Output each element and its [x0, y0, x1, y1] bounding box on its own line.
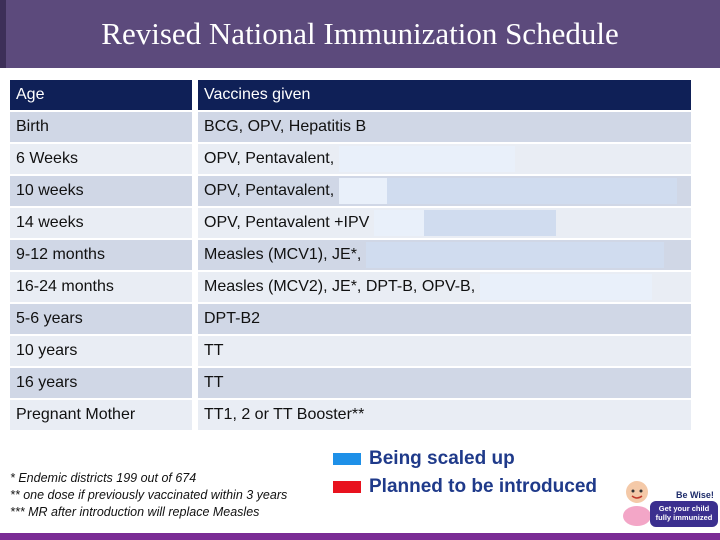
vaccines-text: TT — [204, 374, 224, 391]
vaccines-text: TT — [204, 342, 224, 359]
vaccines-text: OPV, Pentavalent, — [204, 182, 335, 200]
age-cell: 16-24 months — [10, 272, 192, 302]
vaccines-cell: TT — [192, 368, 691, 398]
table-row: Birth BCG, OPV, Hepatitis B — [10, 112, 691, 142]
age-cell: Birth — [10, 112, 192, 142]
age-cell: 9-12 months — [10, 240, 192, 270]
badge-line-3: fully immunized — [655, 513, 713, 522]
table-row: Pregnant Mother TT1, 2 or TT Booster** — [10, 400, 691, 430]
vaccines-text: Measles (MCV1), JE*, — [204, 246, 362, 264]
table-row: 5-6 years DPT-B2 — [10, 304, 691, 334]
age-cell: 6 Weeks — [10, 144, 192, 174]
immunization-badge: Be Wise! Get your child fully immunized — [618, 470, 720, 530]
age-cell: 16 years — [10, 368, 192, 398]
vaccines-cell: OPV, Pentavalent, — [192, 144, 691, 174]
title-accent — [0, 0, 6, 68]
table-row: 9-12 months Measles (MCV1), JE*, — [10, 240, 691, 270]
legend-item-planned: Planned to be introduced — [333, 473, 633, 501]
badge-line-2: Get your child — [658, 504, 710, 513]
table-row: 16-24 months Measles (MCV2), JE*, DPT-B,… — [10, 272, 691, 302]
highlight-mark — [365, 242, 664, 268]
table-row: 16 years TT — [10, 368, 691, 398]
age-cell: 14 weeks — [10, 208, 192, 238]
vaccines-cell: BCG, OPV, Hepatitis B — [192, 112, 691, 142]
table-row: 14 weeks OPV, Pentavalent +IPV — [10, 208, 691, 238]
highlight-mark — [479, 274, 652, 300]
vaccines-cell: TT — [192, 336, 691, 366]
vaccines-text: DPT-B2 — [204, 310, 261, 327]
highlight-mark — [386, 178, 677, 204]
age-cell: 5-6 years — [10, 304, 192, 334]
legend: Being scaled up Planned to be introduced — [333, 445, 633, 501]
footnotes: * Endemic districts 199 out of 674 ** on… — [10, 470, 350, 521]
vaccines-text: BCG, OPV, Hepatitis B — [204, 118, 367, 135]
vaccines-cell: Measles (MCV1), JE*, — [192, 240, 691, 270]
footnote-endemic: * Endemic districts 199 out of 674 — [10, 471, 197, 485]
vaccines-cell: DPT-B2 — [192, 304, 691, 334]
vaccines-cell: TT1, 2 or TT Booster** — [192, 400, 691, 430]
vaccines-cell: OPV, Pentavalent +IPV — [192, 208, 691, 238]
highlight-mark — [373, 210, 424, 236]
legend-swatch-red — [333, 481, 361, 493]
footnote-tt: ** one dose if previously vaccinated wit… — [10, 488, 288, 502]
table-row: 10 years TT — [10, 336, 691, 366]
highlight-mark — [423, 210, 556, 236]
age-cell: 10 years — [10, 336, 192, 366]
badge-message: Get your child fully immunized — [650, 501, 718, 527]
table-row: 10 weeks OPV, Pentavalent, — [10, 176, 691, 206]
highlight-mark — [338, 178, 387, 204]
header-vaccines: Vaccines given — [192, 80, 691, 110]
age-cell: 10 weeks — [10, 176, 192, 206]
table-header-row: Age Vaccines given — [10, 80, 691, 110]
footnote-mr: *** MR after introduction will replace M… — [10, 505, 260, 519]
highlight-mark — [338, 146, 515, 172]
vaccines-text: TT1, 2 or TT Booster** — [204, 406, 365, 423]
age-cell: Pregnant Mother — [10, 400, 192, 430]
legend-label-scaled-up: Being scaled up — [369, 448, 515, 469]
baby-icon — [623, 481, 651, 526]
title-bar: Revised National Immunization Schedule — [0, 0, 720, 68]
legend-swatch-blue — [333, 453, 361, 465]
vaccines-text: Measles (MCV2), JE*, DPT-B, OPV-B, — [204, 278, 476, 296]
legend-item-scaled-up: Being scaled up — [333, 445, 633, 473]
legend-label-planned: Planned to be introduced — [369, 476, 598, 497]
vaccines-cell: OPV, Pentavalent, — [192, 176, 691, 206]
table-row: 6 Weeks OPV, Pentavalent, — [10, 144, 691, 174]
page-title: Revised National Immunization Schedule — [101, 16, 619, 51]
schedule-table: Age Vaccines given Birth BCG, OPV, Hepat… — [10, 78, 691, 432]
badge-be-wise: Be Wise! — [676, 490, 714, 500]
vaccines-cell: Measles (MCV2), JE*, DPT-B, OPV-B, — [192, 272, 691, 302]
header-age: Age — [10, 80, 192, 110]
vaccines-text: OPV, Pentavalent, — [204, 150, 335, 168]
vaccines-text: OPV, Pentavalent +IPV — [204, 214, 370, 232]
bottom-bar — [0, 533, 720, 540]
